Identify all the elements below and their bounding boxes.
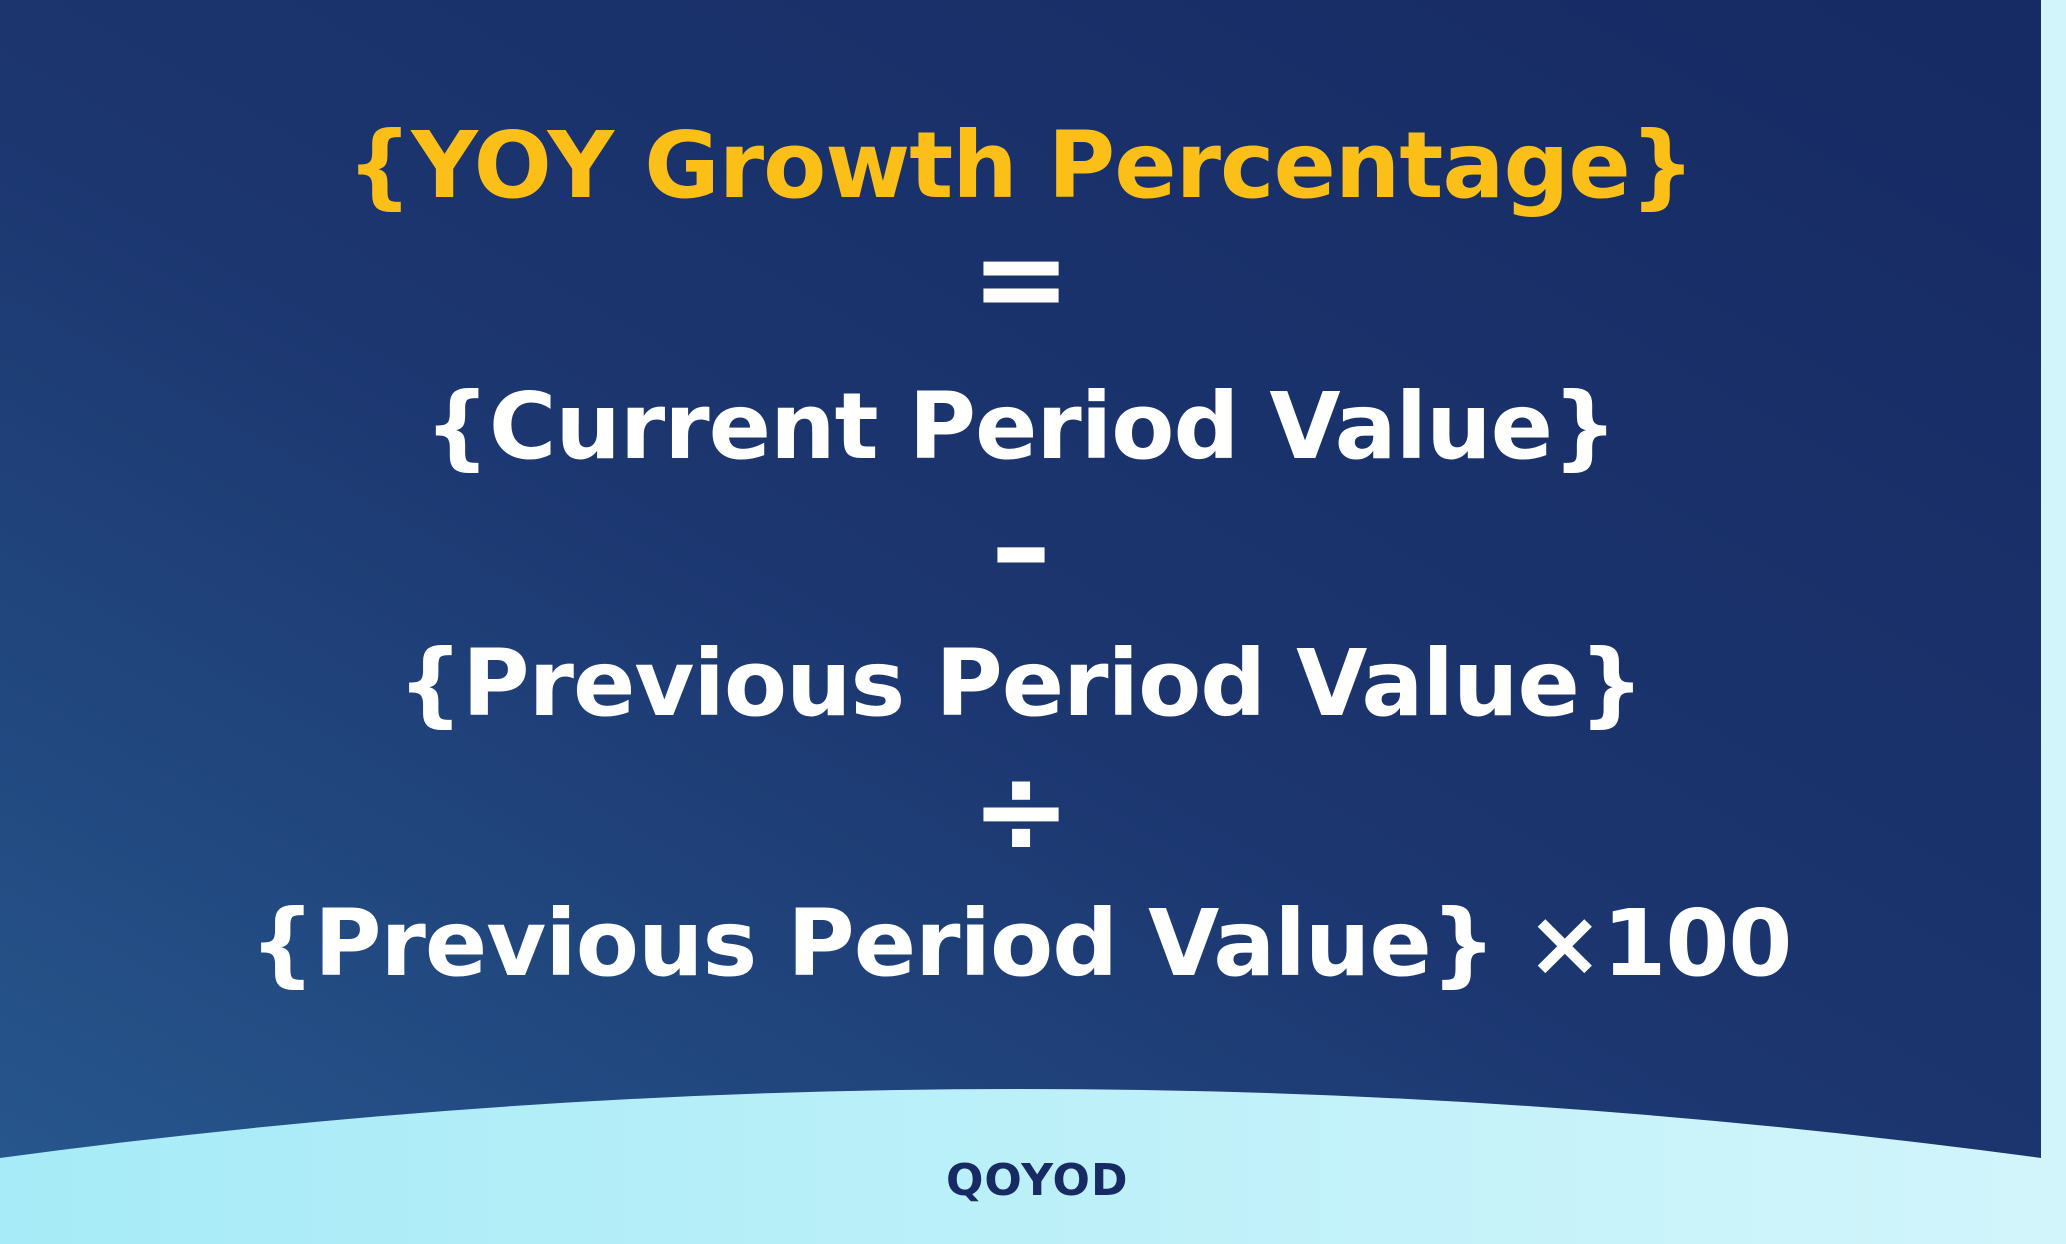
dark-panel <box>0 0 2041 1158</box>
qoyod-logo: QOYOD <box>946 1155 1129 1206</box>
minus-sign: – <box>991 478 1051 617</box>
current-period-value: {Current Period Value} <box>424 373 1617 480</box>
previous-period-value-numerator: {Previous Period Value} <box>397 630 1645 737</box>
divide-sign: ÷ <box>970 742 1072 881</box>
previous-period-value-denominator: {Previous Period Value} ×100 <box>249 890 1793 997</box>
formula-title: {YOY Growth Percentage} <box>346 112 1695 219</box>
equals-sign: = <box>970 210 1072 349</box>
